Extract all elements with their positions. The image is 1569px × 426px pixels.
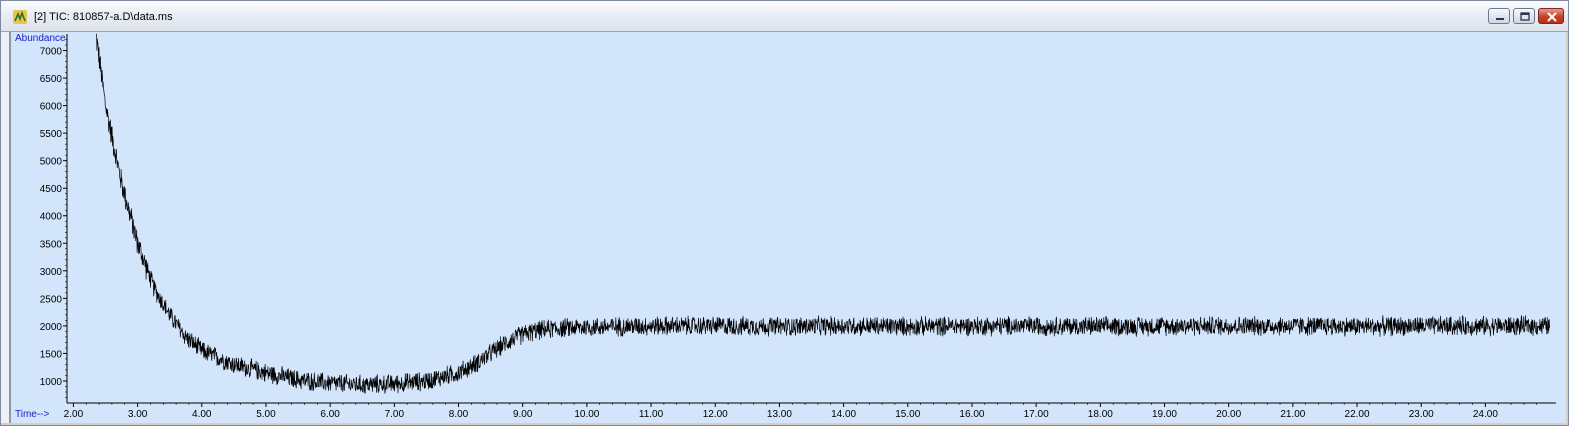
maximize-button[interactable] xyxy=(1513,8,1535,24)
chart-area[interactable]: 1000 1500 2000 2500 3000 3500 4000 4500 5000 5500… xyxy=(9,32,1566,423)
x-tick-label: 11.00 xyxy=(639,409,664,420)
x-tick-label: 18.00 xyxy=(1088,409,1113,420)
y-tick-label: 2000 xyxy=(40,322,63,333)
close-button[interactable] xyxy=(1538,8,1564,24)
x-tick-label: 5.00 xyxy=(256,409,276,420)
x-tick-label: 7.00 xyxy=(385,409,405,420)
x-tick-label: 13.00 xyxy=(767,409,792,420)
title-bar[interactable]: [2] TIC: 810857-a.D\data.ms xyxy=(1,1,1568,32)
y-tick-label: 5000 xyxy=(40,157,63,168)
x-tick-label: 16.00 xyxy=(959,409,984,420)
x-tick-label: 21.00 xyxy=(1280,409,1305,420)
minimize-button[interactable] xyxy=(1488,8,1510,24)
app-icon xyxy=(13,10,27,24)
y-tick-label: 6000 xyxy=(40,102,63,113)
y-tick-label: 6500 xyxy=(40,74,63,85)
x-tick-label: 22.00 xyxy=(1345,409,1370,420)
x-tick-label: 3.00 xyxy=(128,409,148,420)
chromatogram-chart: 1000 1500 2000 2500 3000 3500 4000 4500 5000 5500… xyxy=(15,33,1556,420)
y-tick-label: 1500 xyxy=(40,349,63,360)
x-tick-label: 23.00 xyxy=(1409,409,1434,420)
x-tick-label: 2.00 xyxy=(64,409,84,420)
x-tick-label: 19.00 xyxy=(1152,409,1177,420)
x-tick-label: 12.00 xyxy=(703,409,728,420)
y-tick-label: 1000 xyxy=(40,377,63,388)
x-tick-label: 20.00 xyxy=(1216,409,1241,420)
window-title: [2] TIC: 810857-a.D\data.ms xyxy=(34,11,173,23)
y-tick-label: 7000 xyxy=(40,47,63,58)
window-left-border xyxy=(1,32,9,423)
y-tick-label: 4000 xyxy=(40,212,63,223)
x-tick-label: 9.00 xyxy=(513,409,533,420)
x-tick-label: 4.00 xyxy=(192,409,212,420)
close-icon xyxy=(1547,12,1557,22)
x-tick-label: 6.00 xyxy=(320,409,340,420)
y-tick-label: 3500 xyxy=(40,239,63,250)
x-tick-label: 24.00 xyxy=(1473,409,1498,420)
y-tick-label: 2500 xyxy=(40,294,63,305)
series-line-0 xyxy=(95,33,1550,394)
y-axis-label: Abundance xyxy=(15,33,66,44)
x-tick-label: 15.00 xyxy=(895,409,920,420)
x-tick-label: 8.00 xyxy=(449,409,469,420)
y-tick-label: 3000 xyxy=(40,267,63,278)
y-tick-label: 4500 xyxy=(40,184,63,195)
x-axis-label: Time--> xyxy=(15,409,50,420)
x-tick-label: 10.00 xyxy=(574,409,599,420)
maximize-icon xyxy=(1520,12,1530,21)
x-tick-label: 14.00 xyxy=(831,409,856,420)
y-tick-label: 5500 xyxy=(40,129,63,140)
x-tick-label: 17.00 xyxy=(1024,409,1049,420)
minimize-icon xyxy=(1496,18,1504,20)
